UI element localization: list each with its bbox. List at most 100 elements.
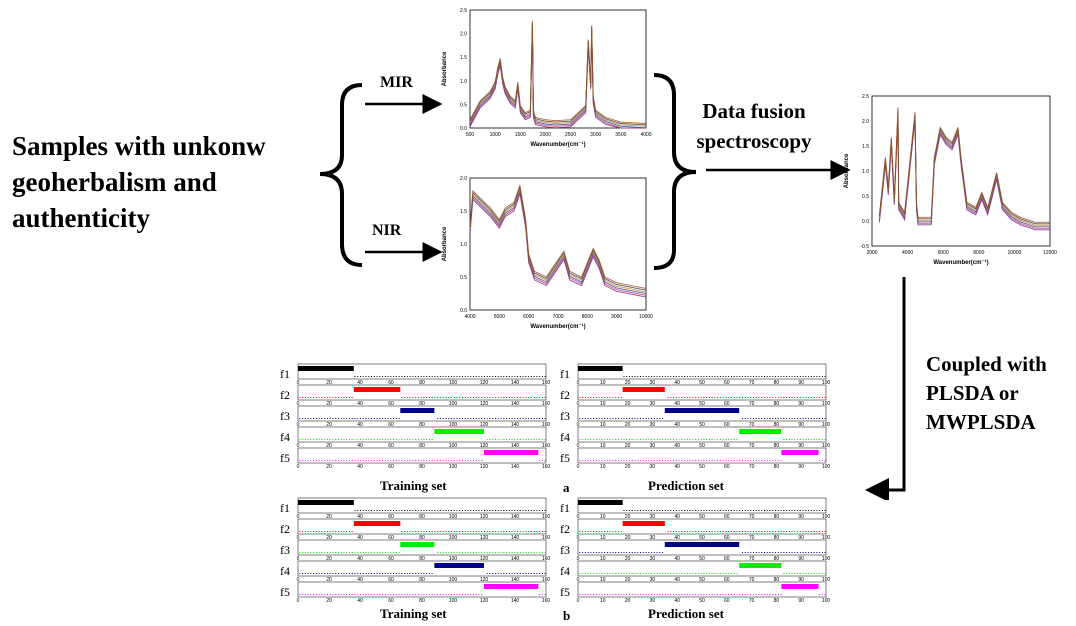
noise-point bbox=[788, 552, 790, 553]
noise-point bbox=[472, 552, 474, 553]
noise-point bbox=[467, 460, 469, 461]
noise-point bbox=[503, 573, 505, 574]
noise-point bbox=[351, 439, 353, 440]
x-tick-label: 80 bbox=[774, 443, 780, 449]
x-tick-label: 10 bbox=[600, 422, 606, 428]
noise-point bbox=[628, 510, 630, 511]
noise-point bbox=[783, 531, 785, 532]
noise-point bbox=[620, 531, 622, 532]
noise-point bbox=[368, 376, 370, 377]
class-band bbox=[400, 408, 435, 413]
x-tick-label: 60 bbox=[724, 556, 730, 562]
x-tick-label: 100 bbox=[449, 380, 458, 386]
label-a: a bbox=[563, 480, 570, 495]
noise-point bbox=[634, 594, 636, 595]
noise-point bbox=[365, 573, 367, 574]
noise-point bbox=[628, 418, 630, 419]
noise-point bbox=[777, 594, 779, 595]
x-tick-label: 100 bbox=[449, 464, 458, 470]
noise-point bbox=[582, 552, 584, 553]
caption-prediction-b: Prediction set bbox=[648, 606, 724, 621]
noise-point bbox=[777, 376, 779, 377]
x-tick-label: 20 bbox=[326, 464, 332, 470]
noise-point bbox=[395, 594, 397, 595]
noise-point bbox=[519, 510, 521, 511]
noise-point bbox=[390, 594, 392, 595]
noise-point bbox=[609, 460, 611, 461]
noise-point bbox=[719, 510, 721, 511]
noise-point bbox=[456, 594, 458, 595]
noise-point bbox=[645, 552, 647, 553]
noise-point bbox=[329, 439, 331, 440]
noise-point bbox=[346, 531, 348, 532]
noise-point bbox=[711, 573, 713, 574]
x-tick-label: 90 bbox=[798, 422, 804, 428]
noise-point bbox=[689, 439, 691, 440]
x-tick-label: 50 bbox=[699, 380, 705, 386]
noise-point bbox=[824, 460, 826, 461]
noise-point bbox=[780, 510, 782, 511]
noise-point bbox=[764, 531, 765, 532]
noise-point bbox=[750, 594, 752, 595]
noise-point bbox=[304, 397, 306, 398]
row-frame bbox=[297, 363, 547, 380]
noise-point bbox=[530, 510, 532, 511]
noise-point bbox=[590, 573, 592, 574]
noise-point bbox=[626, 418, 628, 419]
noise-point bbox=[810, 418, 812, 419]
x-tick-label: 4000 bbox=[902, 250, 913, 256]
noise-point bbox=[640, 594, 641, 595]
x-tick-label: 50 bbox=[699, 598, 705, 604]
x-tick-label: 80 bbox=[774, 401, 780, 407]
row-frame bbox=[577, 497, 827, 514]
noise-point bbox=[703, 573, 705, 574]
noise-point bbox=[670, 397, 672, 398]
spectrum-line bbox=[469, 190, 647, 295]
y-tick-label: 2.0 bbox=[862, 119, 869, 125]
x-tick-label: 6000 bbox=[523, 314, 534, 320]
class-band bbox=[353, 387, 401, 392]
noise-point bbox=[450, 510, 452, 511]
noise-point bbox=[434, 510, 436, 511]
noise-point bbox=[678, 376, 680, 377]
noise-point bbox=[645, 418, 647, 419]
noise-point bbox=[772, 397, 774, 398]
x-tick-label: 10 bbox=[600, 514, 606, 520]
x-tick-label: 40 bbox=[357, 577, 363, 583]
noise-point bbox=[623, 594, 625, 595]
x-tick-label: 90 bbox=[798, 443, 804, 449]
x-tick-label: 80 bbox=[774, 514, 780, 520]
noise-point bbox=[637, 460, 639, 461]
y-axis-label: Absorbance bbox=[442, 226, 448, 261]
noise-point bbox=[517, 510, 519, 511]
noise-point bbox=[426, 460, 428, 461]
noise-point bbox=[459, 510, 461, 511]
noise-point bbox=[544, 439, 546, 440]
noise-point bbox=[525, 552, 527, 553]
x-tick-label: 50 bbox=[699, 464, 705, 470]
noise-point bbox=[684, 531, 686, 532]
noise-point bbox=[428, 594, 430, 595]
noise-point bbox=[659, 573, 661, 574]
noise-point bbox=[528, 552, 530, 553]
noise-point bbox=[752, 418, 754, 419]
y-tick-label: 0.0 bbox=[862, 219, 869, 225]
x-tick-label: 0 bbox=[577, 422, 580, 428]
noise-point bbox=[365, 552, 367, 553]
noise-point bbox=[508, 397, 510, 398]
noise-point bbox=[730, 439, 732, 440]
noise-point bbox=[511, 510, 513, 511]
noise-point bbox=[321, 573, 323, 574]
noise-point bbox=[741, 552, 743, 553]
x-tick-label: 40 bbox=[674, 556, 680, 562]
x-tick-label: 120 bbox=[480, 401, 489, 407]
x-tick-label: 4000 bbox=[464, 314, 475, 320]
x-tick-label: 10 bbox=[600, 535, 606, 541]
x-tick-label: 90 bbox=[798, 598, 804, 604]
noise-point bbox=[470, 531, 472, 532]
noise-point bbox=[667, 573, 669, 574]
noise-point bbox=[819, 418, 821, 419]
noise-point bbox=[750, 376, 752, 377]
noise-point bbox=[598, 531, 600, 532]
